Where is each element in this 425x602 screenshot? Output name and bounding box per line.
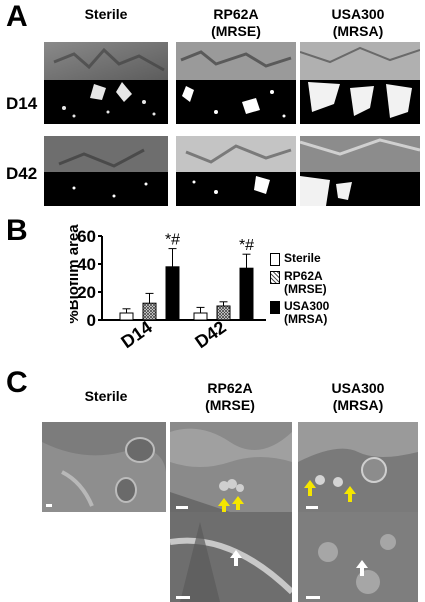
panel-b-label: B [6, 214, 28, 247]
significance-annotation: *# [239, 237, 254, 254]
sem-mrse-top [170, 422, 292, 512]
micrograph-d42-sterile [44, 136, 168, 206]
panel-a-col-sterile: Sterile [84, 6, 128, 22]
panel-c-col-mrse: RP62A (MRSE) [205, 380, 255, 413]
micrograph-d14-sterile [44, 42, 168, 124]
y-tick-label: 0 [87, 311, 96, 330]
micrograph-d14-mrse [176, 42, 296, 124]
panel-a-col-mrse: RP62A (MRSE) [211, 6, 261, 39]
legend-label-mrsa: USA300 (MRSA) [284, 299, 330, 326]
bar-d14-s2 [165, 266, 180, 321]
bar-d14-s0 [119, 312, 134, 321]
biofilm-bar-chart: 0 20 40 60%Biofilm area D14 D42 *# *# [70, 224, 266, 352]
y-tick-label: 60 [77, 227, 96, 246]
panel-a-col-mrsa: USA300 (MRSA) [331, 6, 385, 39]
legend-label-sterile: Sterile [284, 251, 321, 265]
bar-d42-s2 [239, 267, 254, 321]
x-tick-label-d14: D14 [117, 317, 156, 352]
panel-a-label: A [6, 0, 28, 33]
legend-swatch-mrsa [270, 301, 280, 314]
panel-c-col-sterile: Sterile [84, 388, 128, 404]
legend-item-mrsa: USA300 (MRSA) [270, 300, 370, 326]
micrograph-d42-mrse [176, 136, 296, 206]
legend-swatch-sterile [270, 253, 280, 266]
sem-mrsa-top [298, 422, 418, 512]
x-tick-label-d42: D42 [191, 317, 230, 352]
micrograph-d42-mrsa [300, 136, 420, 206]
bar-d42-s0 [193, 312, 208, 321]
chart-legend: Sterile RP62A (MRSE) USA300 (MRSA) [270, 252, 370, 326]
y-tick-label: 20 [77, 283, 96, 302]
y-axis-label: %Biofilm area [70, 224, 82, 324]
sem-mrsa-bottom [298, 512, 418, 602]
sem-mrse-bottom [170, 512, 292, 602]
panel-a-row-d14: D14 [6, 94, 38, 113]
legend-label-mrse: RP62A (MRSE) [284, 269, 327, 296]
y-tick-label: 40 [77, 255, 96, 274]
panel-c-label: C [6, 366, 28, 399]
panel-c-col-mrsa: USA300 (MRSA) [331, 380, 385, 413]
legend-item-sterile: Sterile [270, 252, 370, 266]
legend-swatch-mrse [270, 271, 280, 284]
legend-item-mrse: RP62A (MRSE) [270, 270, 370, 296]
significance-annotation: *# [165, 232, 180, 249]
sem-sterile [42, 422, 166, 512]
bar-d14-s1 [142, 302, 157, 321]
panel-a-row-d42: D42 [6, 164, 38, 183]
micrograph-d14-mrsa [300, 42, 420, 124]
